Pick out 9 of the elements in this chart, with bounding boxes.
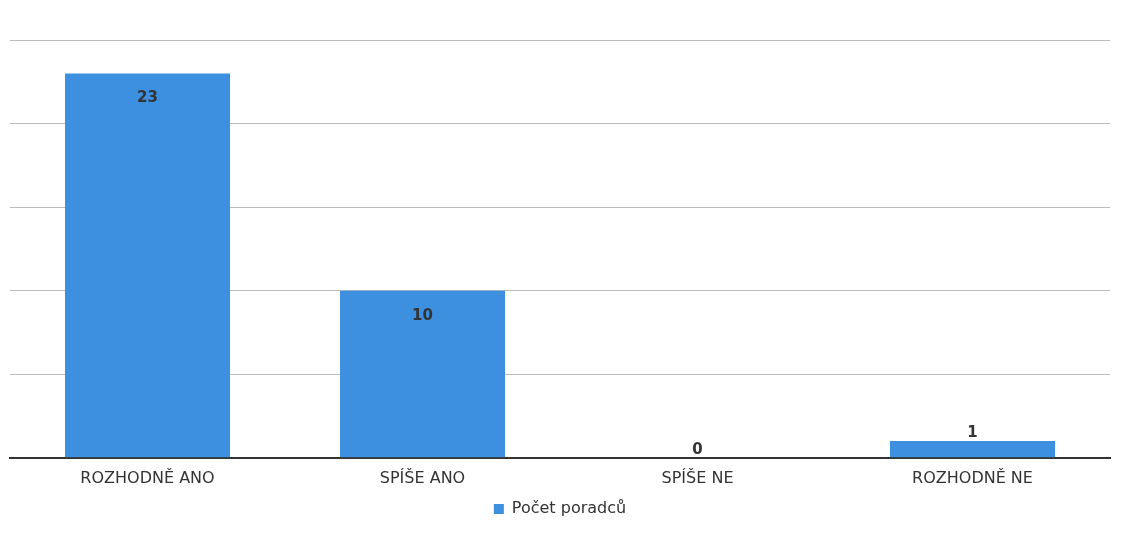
data-label: 0 [692,439,703,458]
x-tick-label: SPÍŠE NE [661,467,734,487]
x-tick-label: ROZHODNĚ ANO [80,467,215,487]
x-tick-label: ROZHODNĚ NE [912,467,1033,487]
x-tick-label: SPÍŠE ANO [379,467,466,487]
data-label: 1 [967,422,978,441]
legend-label: Počet poradců [511,498,627,518]
data-label: 23 [137,88,158,107]
data-label: 10 [412,305,433,324]
